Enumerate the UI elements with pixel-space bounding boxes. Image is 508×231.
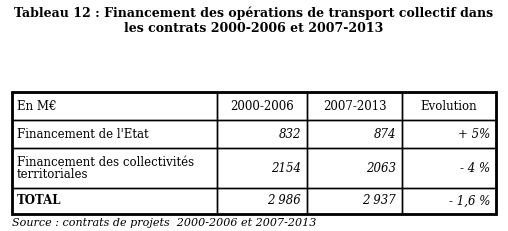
- Text: 832: 832: [278, 128, 301, 140]
- Bar: [402, 120, 496, 148]
- Bar: [12, 92, 496, 214]
- Bar: [307, 188, 402, 214]
- Bar: [217, 148, 307, 188]
- Text: Tableau 12 : Financement des opérations de transport collectif dans
les contrats: Tableau 12 : Financement des opérations …: [14, 6, 494, 34]
- Text: 2000-2006: 2000-2006: [230, 100, 294, 112]
- Text: 2007-2013: 2007-2013: [323, 100, 386, 112]
- Text: Financement de l'Etat: Financement de l'Etat: [17, 128, 149, 140]
- Text: TOTAL: TOTAL: [17, 195, 61, 207]
- Text: - 4 %: - 4 %: [460, 161, 490, 174]
- Text: + 5%: + 5%: [458, 128, 490, 140]
- Text: 2154: 2154: [271, 161, 301, 174]
- Bar: [217, 92, 307, 120]
- Bar: [12, 92, 217, 120]
- Text: 2 986: 2 986: [267, 195, 301, 207]
- Bar: [307, 92, 402, 120]
- Bar: [307, 120, 402, 148]
- Bar: [307, 148, 402, 188]
- Bar: [402, 188, 496, 214]
- Text: - 1,6 %: - 1,6 %: [449, 195, 490, 207]
- Text: 2 937: 2 937: [362, 195, 396, 207]
- Bar: [12, 188, 217, 214]
- Text: Financement des collectivités: Financement des collectivités: [17, 155, 194, 168]
- Text: Evolution: Evolution: [421, 100, 478, 112]
- Bar: [217, 188, 307, 214]
- Bar: [12, 120, 217, 148]
- Bar: [217, 120, 307, 148]
- Text: Source : contrats de projets  2000-2006 et 2007-2013: Source : contrats de projets 2000-2006 e…: [12, 218, 316, 228]
- Text: territoriales: territoriales: [17, 167, 88, 180]
- Text: 2063: 2063: [366, 161, 396, 174]
- Bar: [402, 148, 496, 188]
- Bar: [402, 92, 496, 120]
- Text: 874: 874: [373, 128, 396, 140]
- Bar: [12, 148, 217, 188]
- Text: En M€: En M€: [17, 100, 56, 112]
